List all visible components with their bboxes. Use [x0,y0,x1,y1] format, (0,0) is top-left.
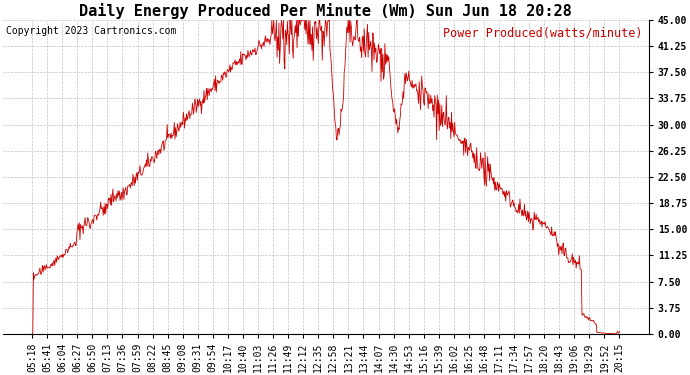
Text: Power Produced(watts/minute): Power Produced(watts/minute) [443,26,642,39]
Title: Daily Energy Produced Per Minute (Wm) Sun Jun 18 20:28: Daily Energy Produced Per Minute (Wm) Su… [79,3,572,19]
Text: Copyright 2023 Cartronics.com: Copyright 2023 Cartronics.com [6,26,177,36]
